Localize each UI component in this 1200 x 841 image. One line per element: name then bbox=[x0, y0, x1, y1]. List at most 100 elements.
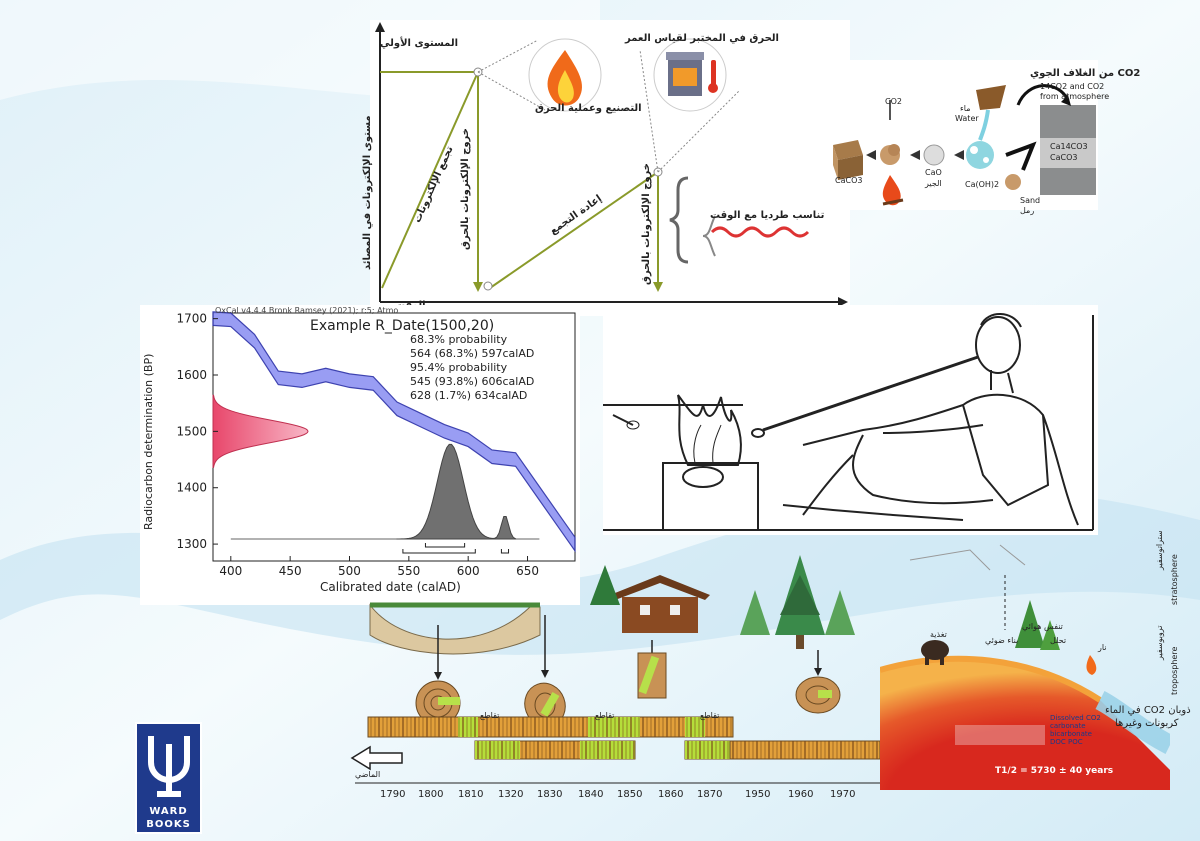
year-label: 1870 bbox=[697, 789, 723, 800]
ward-books-logo: WARD BOOKS bbox=[135, 722, 202, 834]
past-label: الماضي bbox=[355, 770, 381, 779]
caoh2-label: Ca(OH)2 bbox=[965, 180, 1000, 189]
tree-icon bbox=[1015, 600, 1060, 650]
water-label: Water bbox=[955, 114, 979, 123]
y-tick-label: 1700 bbox=[176, 312, 207, 326]
bucket-icon bbox=[976, 85, 1006, 141]
fire-label: نار bbox=[1098, 643, 1107, 652]
year-label: 1810 bbox=[458, 789, 484, 800]
year-label: 1950 bbox=[745, 789, 771, 800]
co2-sub-1: 14CO2 and CO2 bbox=[1040, 82, 1105, 91]
x-tick-label: 450 bbox=[279, 564, 302, 578]
x-tick-label: 650 bbox=[516, 564, 539, 578]
posterior-distribution bbox=[396, 443, 517, 540]
pine-tree-icon bbox=[740, 555, 855, 649]
calibration-curve bbox=[212, 311, 576, 553]
x-tick-label: 400 bbox=[219, 564, 242, 578]
stratosphere-ar: ستراتوسفير bbox=[1155, 530, 1164, 570]
intersection-label-3: تقاطع bbox=[700, 711, 720, 720]
dendrochronology-diagram bbox=[350, 555, 880, 784]
co2-small-label: CO2 bbox=[885, 97, 902, 106]
thermoluminescence-diagram bbox=[370, 20, 850, 316]
lime-cycle-diagram bbox=[828, 60, 1098, 210]
logo-bottom-text: BOOKS bbox=[146, 819, 191, 830]
logo-emblem-icon bbox=[148, 736, 190, 797]
dissolved-label: ذوبان CO2 في الماء bbox=[1105, 705, 1191, 716]
mammoth-icon bbox=[921, 640, 949, 665]
chart-x-label: Calibrated date (calAD) bbox=[320, 580, 461, 594]
year-label: 1840 bbox=[578, 789, 604, 800]
x-tick-label: 600 bbox=[457, 564, 480, 578]
cao-ar-label: الجير bbox=[925, 179, 942, 188]
cabin-icon bbox=[590, 565, 710, 633]
prob-line-5: 628 (1.7%) 634calAD bbox=[410, 389, 528, 402]
sand-ar-label: رمل bbox=[1020, 206, 1035, 215]
egyptian-goldsmith-illustration bbox=[603, 305, 1098, 535]
tree-ring-sample-2 bbox=[524, 682, 566, 728]
y-tick-label: 1400 bbox=[176, 481, 207, 495]
wall-label-1: Ca14CO3 bbox=[1050, 142, 1088, 151]
chart-y-label: Radiocarbon determination (BP) bbox=[142, 353, 155, 530]
stratosphere-en: stratosphere bbox=[1170, 554, 1179, 605]
year-label: 1790 bbox=[380, 789, 406, 800]
past-arrow-icon bbox=[350, 745, 403, 771]
prob-line-2: 564 (68.3%) 597calAD bbox=[410, 347, 535, 360]
carbon-cycle-earth bbox=[880, 544, 1170, 790]
caco3-block-icon bbox=[833, 140, 863, 180]
beam-sample bbox=[637, 652, 667, 699]
year-label: 1960 bbox=[788, 789, 814, 800]
year-label: 1970 bbox=[830, 789, 856, 800]
interval-68 bbox=[424, 543, 466, 548]
prob-line-1: 68.3% probability bbox=[410, 333, 508, 346]
logo-top-text: WARD bbox=[149, 806, 188, 817]
dissolved-label-2: كربونات وغيرها bbox=[1115, 718, 1179, 729]
prob-line-3: 95.4% probability bbox=[410, 361, 508, 374]
x-tick-label: 500 bbox=[338, 564, 361, 578]
chart-title: Example R_Date(1500,20) bbox=[310, 318, 495, 334]
seated-figure bbox=[782, 313, 1079, 526]
caco3-label: CaCO3 bbox=[835, 176, 863, 185]
release-heating-label-2: خروج الإلكترونات بالحرق bbox=[641, 163, 652, 285]
tree-ring-sample-3 bbox=[795, 676, 841, 714]
troposphere-ar: تروبوسفير bbox=[1155, 625, 1164, 660]
overlap-segment bbox=[588, 717, 640, 737]
furnace-icon bbox=[666, 52, 718, 96]
dissolved-list: Dissolved CO2 carbonate bicarbonate DOC … bbox=[1050, 714, 1101, 746]
manufacture-label: التصنيع وعملية الحرق bbox=[535, 103, 642, 114]
fire-icon bbox=[547, 50, 583, 106]
water-ar-label: ماء bbox=[960, 104, 971, 113]
decay-label: تحلل bbox=[1050, 636, 1067, 645]
interval-95 bbox=[402, 549, 476, 554]
interval-95 bbox=[500, 549, 510, 554]
wall-icon bbox=[1040, 105, 1096, 195]
wall-label-2: CaCO3 bbox=[1050, 153, 1078, 162]
year-label: 1830 bbox=[537, 789, 563, 800]
y-axis-label: مستوى الإلكترونات في المصائد bbox=[362, 115, 373, 270]
co2-atmosphere-label: CO2 من الغلاف الجوي bbox=[1030, 68, 1141, 79]
initial-level-label: المستوى الأولي bbox=[380, 38, 459, 49]
y-tick-label: 1600 bbox=[176, 368, 207, 382]
measurement-distribution bbox=[212, 394, 309, 468]
intersection-label-1: تقاطع bbox=[480, 711, 500, 720]
overlap-segment bbox=[580, 741, 635, 759]
release-heating-label: خروج الإلكترونات بالحرق bbox=[460, 128, 471, 250]
tree-ring-sample-1 bbox=[415, 680, 461, 726]
respiration-label: تنفس هوائي bbox=[1022, 622, 1063, 631]
intersection-label-2: تقاطع bbox=[595, 711, 615, 720]
furnace-block bbox=[662, 462, 759, 531]
year-label: 1860 bbox=[658, 789, 684, 800]
oxcal-header: OxCal v4.4.4 Bronk Ramsey (2021); r:5; A… bbox=[215, 306, 399, 315]
feed-label: تغذية bbox=[930, 630, 947, 639]
sand-label: Sand bbox=[1020, 196, 1041, 205]
bog-landscape bbox=[369, 602, 541, 655]
photosynthesis-label: بناء ضوئي bbox=[985, 636, 1019, 645]
fire-icon bbox=[1086, 655, 1097, 675]
prob-line-4: 545 (93.8%) 606calAD bbox=[410, 375, 535, 388]
oxcal-chart: 1700 1600 1500 1400 1300 400 450 500 550 600 650 bbox=[140, 305, 580, 605]
fire-icon bbox=[882, 175, 904, 206]
y-tick-label: 1300 bbox=[176, 537, 207, 551]
troposphere-en: troposphere bbox=[1170, 646, 1179, 695]
year-label: 1320 bbox=[498, 789, 524, 800]
flame-icon bbox=[677, 394, 742, 466]
proportional-label: تناسب طرديا مع الوقت bbox=[710, 210, 825, 221]
